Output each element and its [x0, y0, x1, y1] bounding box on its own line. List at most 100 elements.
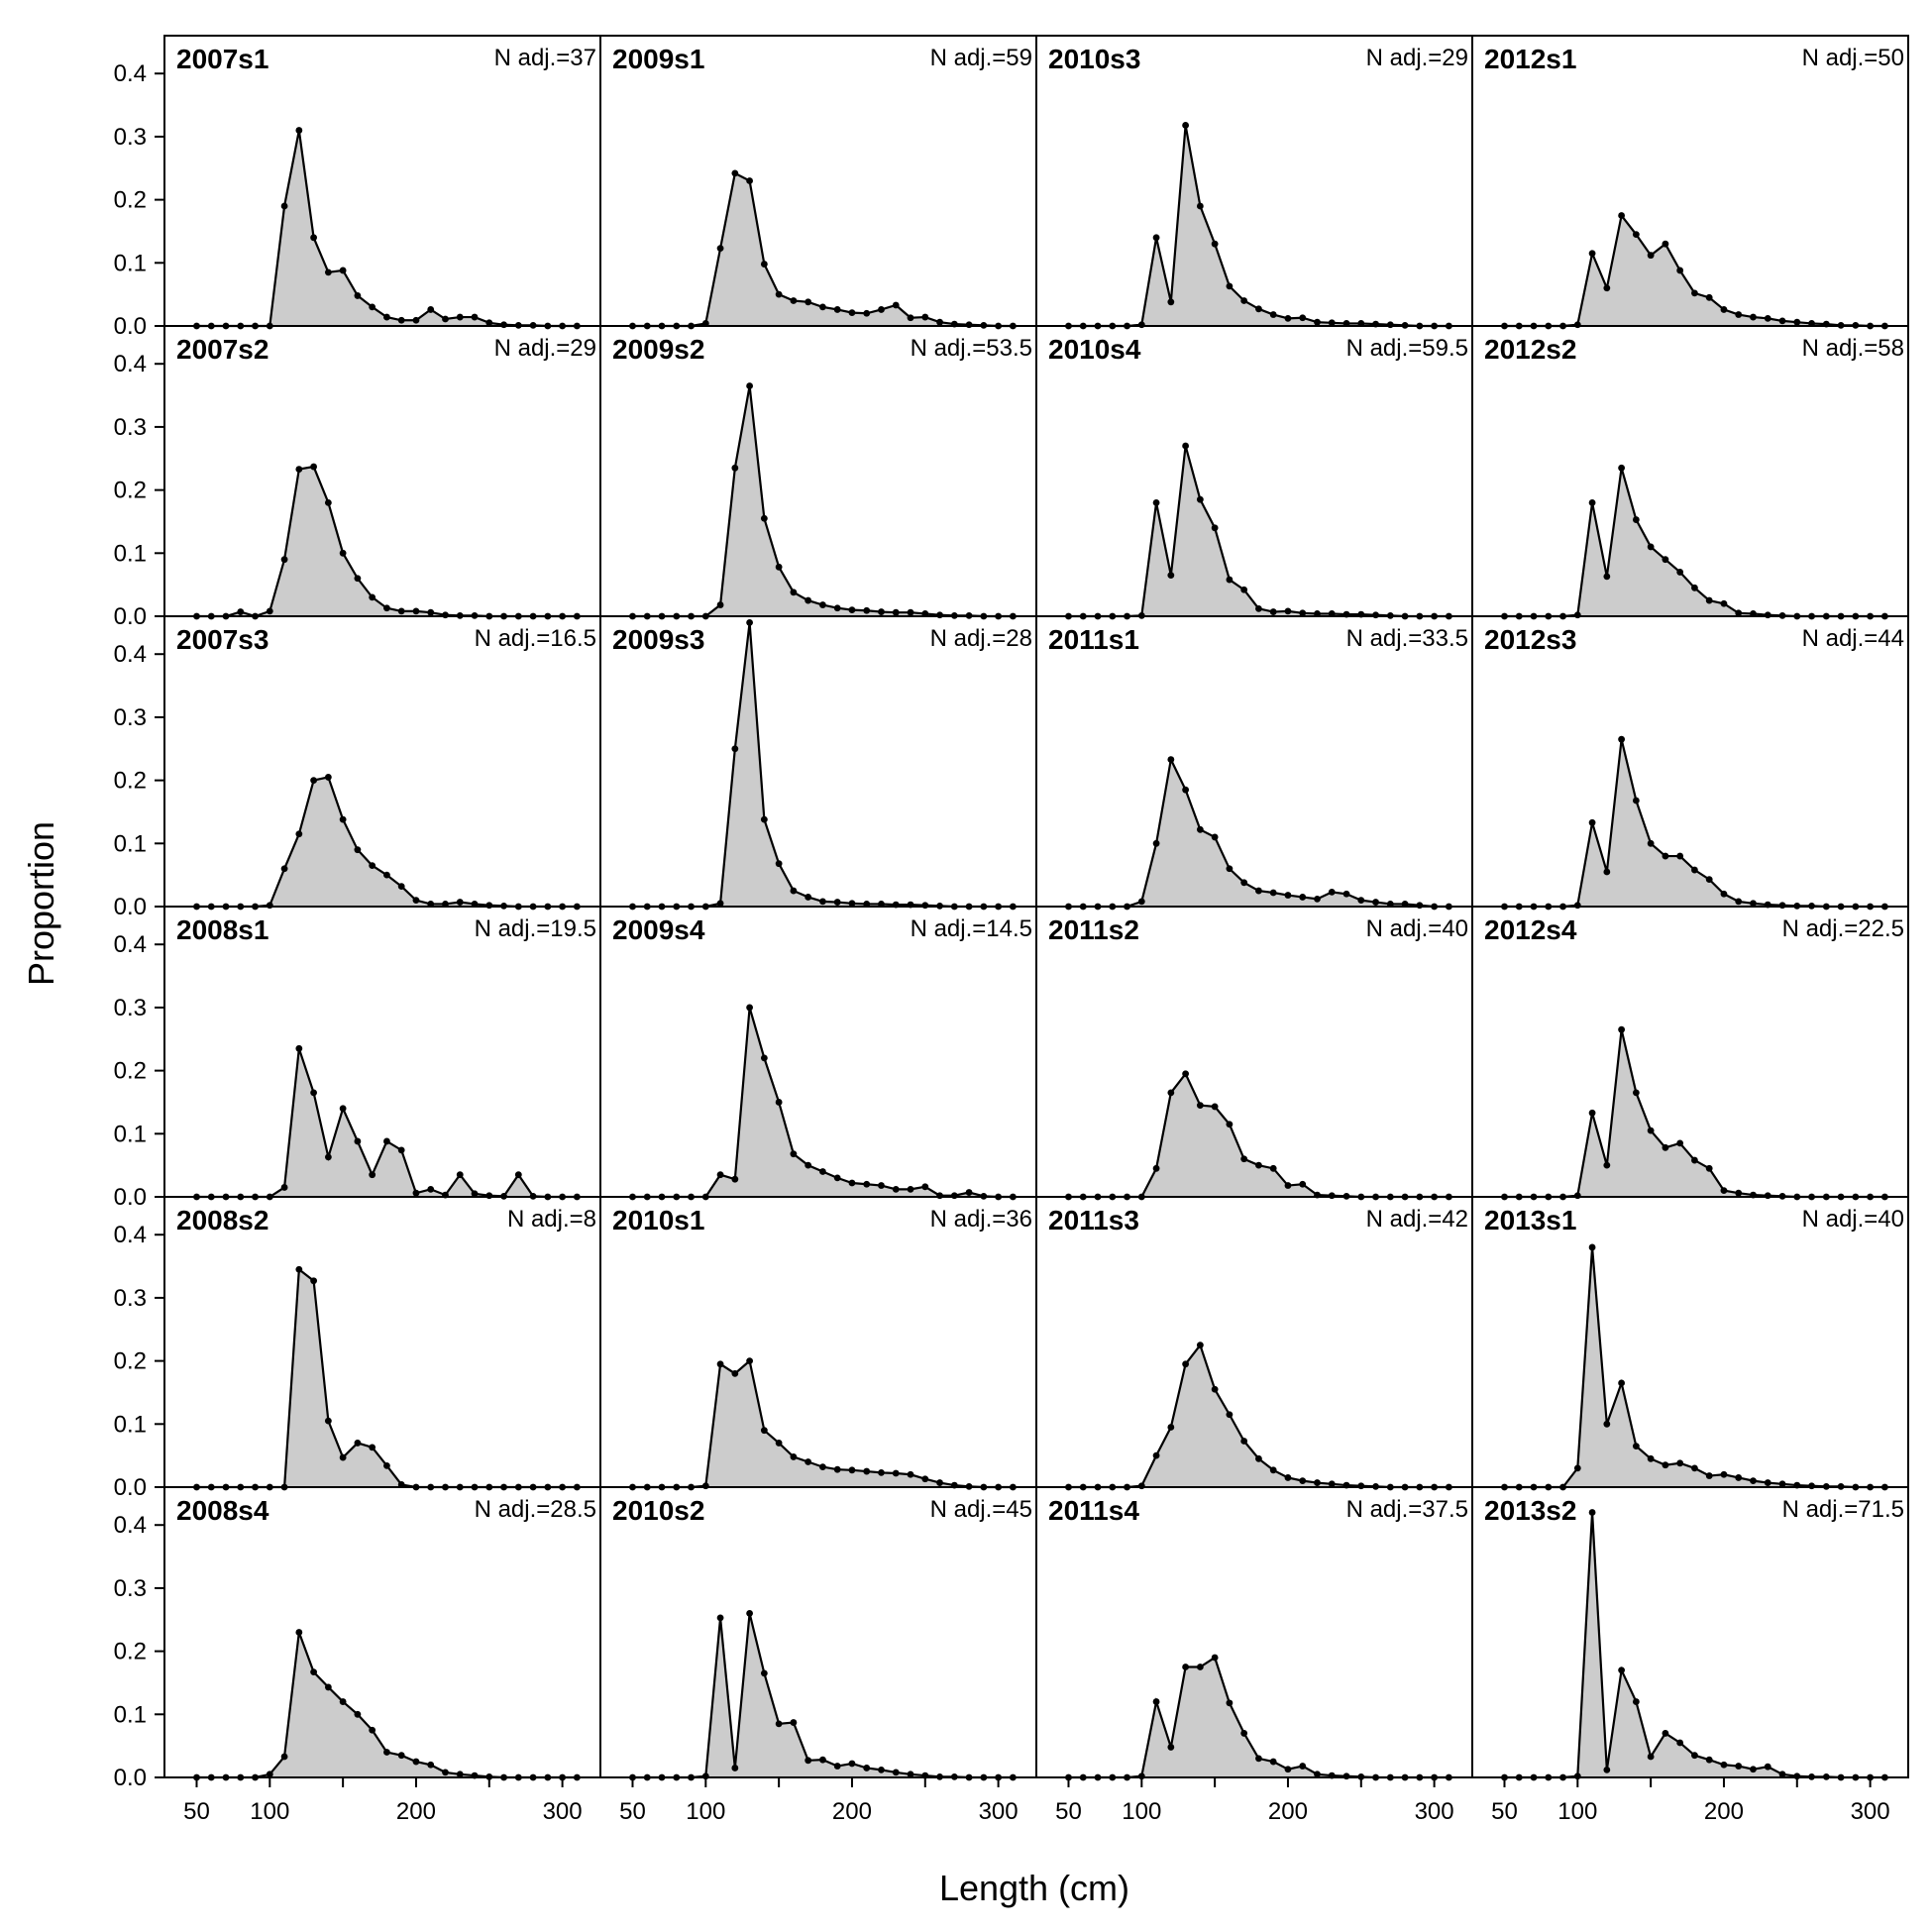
point-2007s3-170 — [369, 862, 376, 869]
x-tick-label: 100 — [250, 1798, 289, 1825]
y-tick-label: 0.4 — [114, 351, 147, 377]
point-2007s2-80 — [237, 608, 245, 615]
panel-2011s3: 2011s3 N adj.=42 — [1035, 1196, 1473, 1491]
point-2011s1-120 — [1167, 756, 1175, 763]
point-2011s1-170 — [1240, 879, 1248, 887]
y-tick-label: 0.4 — [114, 931, 147, 958]
panel-n-label: N adj.=16.5 — [475, 625, 596, 652]
point-2007s1-250 — [485, 319, 493, 327]
point-2011s3-180 — [1255, 1454, 1262, 1462]
panel-n-label: N adj.=29 — [1366, 45, 1468, 71]
area-fill-2008s1 — [196, 1048, 578, 1197]
panel-n-label: N adj.=36 — [930, 1206, 1032, 1233]
point-2009s2-210 — [863, 606, 871, 614]
point-2011s1-230 — [1328, 888, 1336, 896]
point-2010s4-210 — [1299, 609, 1307, 617]
point-2010s1-140 — [760, 1427, 768, 1435]
point-2008s1-160 — [354, 1137, 362, 1145]
panel-n-label: N adj.=40 — [1802, 1206, 1904, 1233]
y-tick-label: 0.1 — [114, 1701, 147, 1728]
point-2013s1-240 — [1778, 1480, 1786, 1488]
point-2007s2-150 — [339, 549, 347, 557]
point-2007s3-120 — [295, 830, 303, 838]
point-2011s2-170 — [1240, 1155, 1248, 1163]
point-2009s4-220 — [878, 1182, 885, 1189]
point-2012s3-100 — [1573, 902, 1581, 910]
point-2007s1-210 — [427, 306, 435, 313]
point-2008s1-200 — [412, 1189, 420, 1197]
point-2010s1-190 — [833, 1465, 841, 1473]
point-2009s2-240 — [907, 608, 914, 616]
point-2012s2-150 — [1647, 543, 1655, 551]
point-2012s4-140 — [1632, 1089, 1640, 1097]
panel-2007s1: 2007s1 N adj.=37 — [163, 35, 601, 330]
x-tick-label: 50 — [1055, 1798, 1082, 1825]
point-2012s2-200 — [1720, 599, 1728, 607]
point-2009s2-160 — [790, 589, 798, 596]
panel-title: 2009s3 — [612, 624, 704, 655]
y-tick-label: 0.3 — [114, 1575, 147, 1602]
point-2008s1-170 — [369, 1171, 376, 1179]
point-2010s4-140 — [1196, 495, 1204, 503]
point-2009s4-250 — [921, 1183, 929, 1191]
point-2009s3-130 — [746, 618, 754, 626]
point-2010s1-180 — [819, 1463, 826, 1471]
panel-frame-2009s3 — [599, 615, 1037, 908]
point-2009s3-140 — [760, 815, 768, 823]
point-2009s4-140 — [760, 1054, 768, 1062]
panel-n-label: N adj.=42 — [1366, 1206, 1468, 1233]
point-2011s3-230 — [1328, 1480, 1336, 1488]
point-2007s3-100 — [266, 902, 273, 910]
x-tick-label: 100 — [1557, 1798, 1597, 1825]
point-2009s1-140 — [760, 261, 768, 268]
x-tick-label: 200 — [396, 1798, 436, 1825]
point-2013s2-140 — [1632, 1698, 1640, 1705]
point-2011s4-130 — [1182, 1664, 1190, 1670]
point-2007s3-180 — [383, 871, 390, 879]
point-2011s1-150 — [1211, 833, 1219, 841]
area-fill-2007s1 — [196, 130, 578, 326]
panel-frame-2011s3 — [1035, 1196, 1473, 1488]
point-2012s4-150 — [1647, 1127, 1655, 1134]
point-2010s2-160 — [790, 1719, 798, 1726]
point-2008s1-140 — [324, 1153, 332, 1161]
area-fill-2011s2 — [1068, 1073, 1449, 1197]
point-2008s4-170 — [369, 1726, 376, 1734]
panel-frame-2011s4 — [1035, 1486, 1473, 1778]
point-2009s2-140 — [760, 514, 768, 522]
point-2012s3-130 — [1618, 735, 1626, 743]
point-2012s3-240 — [1778, 902, 1786, 910]
point-2008s4-110 — [280, 1753, 288, 1761]
point-2012s2-120 — [1603, 573, 1611, 581]
point-2010s4-260 — [1372, 611, 1379, 619]
point-2007s2-110 — [280, 556, 288, 564]
line-2007s1 — [196, 130, 578, 328]
panel-n-label: N adj.=14.5 — [911, 915, 1032, 942]
point-2010s3-130 — [1182, 122, 1190, 129]
panel-n-label: N adj.=19.5 — [475, 915, 596, 942]
panel-n-label: N adj.=59 — [930, 45, 1032, 71]
point-2011s3-110 — [1152, 1451, 1160, 1459]
point-2009s2-180 — [819, 601, 826, 608]
point-2007s2-130 — [310, 463, 318, 471]
point-2013s1-180 — [1691, 1464, 1698, 1472]
panel-title: 2010s4 — [1048, 334, 1141, 365]
point-2011s4-200 — [1284, 1766, 1292, 1773]
point-2008s4-190 — [397, 1752, 405, 1760]
point-2013s1-160 — [1662, 1461, 1669, 1469]
panel-2011s1: 2011s1 N adj.=33.5 — [1035, 615, 1473, 911]
panel-title: 2011s3 — [1048, 1205, 1139, 1235]
point-2008s4-100 — [266, 1771, 273, 1778]
point-2010s1-200 — [848, 1466, 856, 1474]
point-2013s2-220 — [1750, 1766, 1757, 1773]
y-tick-label: 0.1 — [114, 250, 147, 276]
point-2009s4-170 — [805, 1161, 812, 1169]
point-2010s3-190 — [1269, 311, 1277, 318]
point-2010s3-120 — [1167, 298, 1175, 306]
point-2011s4-180 — [1255, 1755, 1262, 1763]
panel-frame-2008s2 — [163, 1196, 601, 1488]
panel-title: 2012s1 — [1484, 44, 1576, 74]
area-fill-2008s4 — [196, 1632, 578, 1777]
area-fill-2012s4 — [1504, 1029, 1885, 1197]
